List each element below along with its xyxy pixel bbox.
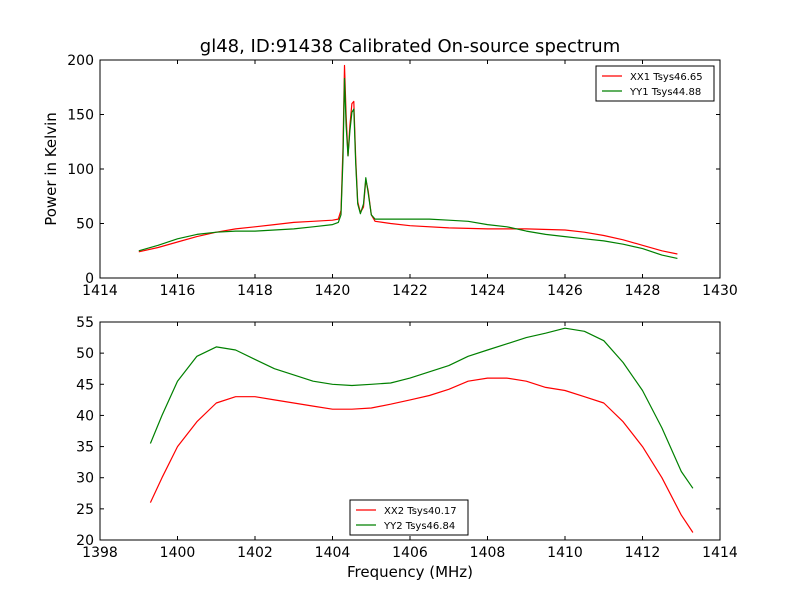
x-tick-label: 1406 [392, 545, 428, 561]
x-tick-label: 1402 [237, 545, 273, 561]
bottom-chart-panel: 1398 1400 1402 1404 1406 1408 1410 1412 1414 20 25… [76, 315, 738, 561]
x-tick-label: 1428 [625, 283, 661, 299]
x-tick-label: 1398 [82, 545, 118, 561]
legend-box [349, 499, 469, 536]
x-tick-label: 1430 [702, 283, 738, 299]
legend-box [595, 65, 715, 102]
series-line-0-1 [138, 77, 678, 259]
x-tick-label: 1412 [625, 545, 661, 561]
bottom-x-axis-label: Frequency (MHz) [347, 563, 473, 581]
series-line-1-1 [149, 327, 694, 489]
y-tick-label: 55 [76, 315, 94, 331]
y-tick-label: 50 [76, 346, 94, 362]
series-line-1-0 [149, 377, 694, 533]
legend-label: XX1 Tsys46.65 [630, 72, 703, 83]
x-tick-label: 1414 [702, 545, 738, 561]
x-tick-label: 1418 [237, 283, 273, 299]
x-tick-label: 1416 [160, 283, 196, 299]
x-tick-label: 1404 [315, 545, 351, 561]
x-tick-label: 1408 [470, 545, 506, 561]
y-tick-label: 25 [76, 502, 94, 518]
x-tick-label: 1414 [82, 283, 118, 299]
x-tick-label: 1400 [160, 545, 196, 561]
legend: XX2 Tsys40.17 YY2 Tsys46.84 [349, 499, 469, 536]
y-tick-label: 40 [76, 408, 94, 424]
top-chart-panel: 1414 1416 1418 1420 1422 1424 1426 1428 1430 0 50 1… [67, 53, 738, 299]
x-tick-label: 1410 [547, 545, 583, 561]
y-tick-label: 45 [76, 377, 94, 393]
chart-title: gl48, ID:91438 Calibrated On-source spec… [200, 36, 620, 57]
legend: XX1 Tsys46.65 YY1 Tsys44.88 [595, 65, 715, 102]
x-tick-label: 1420 [315, 283, 351, 299]
legend-label: YY2 Tsys46.84 [383, 521, 455, 532]
y-tick-label: 100 [67, 162, 94, 178]
y-tick-label: 35 [76, 440, 94, 456]
x-tick-label: 1422 [392, 283, 428, 299]
y-tick-label: 150 [67, 108, 94, 124]
x-tick-label: 1426 [547, 283, 583, 299]
legend-label: YY1 Tsys44.88 [629, 87, 701, 98]
y-tick-label: 200 [67, 53, 94, 69]
y-tick-label: 50 [76, 217, 94, 233]
y-tick-label: 20 [76, 533, 94, 549]
x-tick-label: 1424 [470, 283, 506, 299]
top-y-axis-label: Power in Kelvin [42, 112, 60, 226]
y-tick-label: 30 [76, 471, 94, 487]
legend-label: XX2 Tsys40.17 [384, 506, 457, 517]
y-tick-label: 0 [85, 271, 94, 287]
